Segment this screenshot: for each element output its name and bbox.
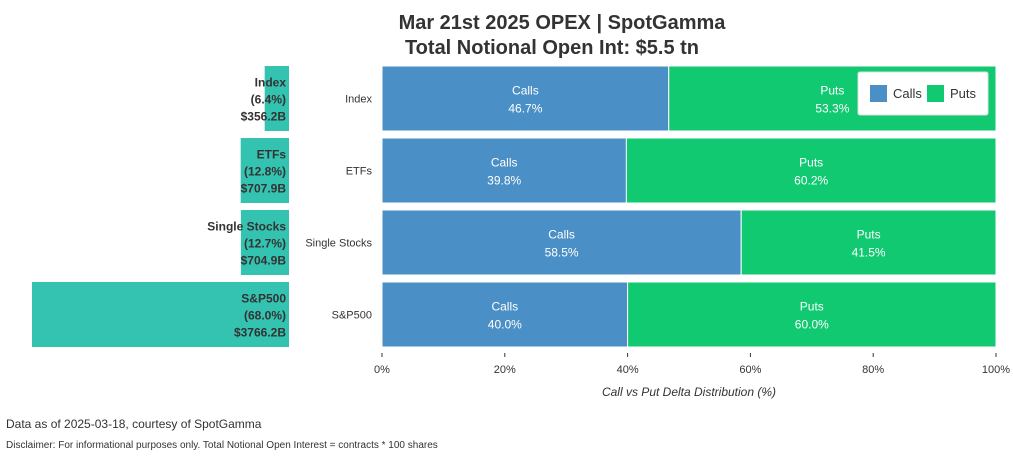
notional-category-label: Single Stocks (207, 220, 286, 234)
chart: Mar 21st 2025 OPEX | SpotGamma Total Not… (32, 12, 1010, 399)
bar-puts-3 (627, 281, 997, 348)
bar-calls-0 (381, 65, 670, 132)
bar-puts-1 (625, 137, 997, 204)
bar-calls-1 (381, 137, 627, 204)
x-tick-label: 20% (494, 364, 516, 376)
notional-share-label: (6.4%) (251, 93, 286, 107)
x-tick-label: 80% (862, 364, 884, 376)
notional-bars: Index (6.4%) $356.2B ETFs (12.8%) $707.9B Sing… (32, 66, 289, 347)
legend-swatch-puts (927, 85, 944, 102)
bar-value-label: 60.0% (795, 318, 829, 332)
notional-bar-3 (32, 282, 289, 347)
bar-value-label: 53.3% (815, 102, 849, 116)
bar-series-label: Calls (512, 84, 539, 98)
notional-share-label: (12.8%) (244, 165, 286, 179)
notional-value-label: $3766.2B (234, 326, 286, 340)
source-note: Data as of 2025-03-18, courtesy of SpotG… (6, 417, 262, 431)
bar-series-label: Calls (491, 300, 518, 314)
notional-bar-0 (264, 66, 289, 131)
bar-calls-3 (381, 281, 629, 348)
notional-value-label: $356.2B (241, 110, 287, 124)
legend-swatch-calls (870, 85, 887, 102)
notional-category-label: Index (255, 76, 287, 90)
chart-title-line1: Mar 21st 2025 OPEX | SpotGamma (399, 12, 727, 34)
legend-label: Puts (950, 86, 977, 101)
legend-box (857, 71, 989, 116)
bar-calls-2 (381, 209, 742, 276)
bar-series-label: Puts (820, 84, 844, 98)
x-axis: 0% 20% 40% 60% 80% 100% (374, 353, 1010, 376)
legend: Calls Puts (857, 71, 989, 116)
category-label: S&P500 (332, 310, 372, 322)
x-tick-label: 0% (374, 364, 390, 376)
x-tick-label: 40% (617, 364, 639, 376)
bar-series-label: Calls (548, 228, 575, 242)
category-labels: Index ETFs Single Stocks S&P500 (305, 94, 372, 322)
notional-bar-2 (240, 210, 289, 275)
x-tick-label: 60% (739, 364, 761, 376)
disclaimer-note: Disclaimer: For informational purposes o… (6, 440, 438, 451)
notional-bar-1 (240, 138, 289, 203)
bar-puts-2 (740, 209, 997, 276)
bar-series-label: Puts (857, 228, 881, 242)
x-tick-label: 100% (982, 364, 1010, 376)
bar-value-label: 58.5% (545, 246, 579, 260)
bar-value-label: 60.2% (794, 174, 828, 188)
category-label: Single Stocks (305, 238, 372, 250)
bar-series-label: Calls (491, 156, 518, 170)
notional-value-label: $704.9B (241, 254, 287, 268)
bar-series-label: Puts (799, 156, 823, 170)
notional-value-label: $707.9B (241, 182, 287, 196)
category-label: Index (345, 94, 372, 106)
bar-value-label: 46.7% (508, 102, 542, 116)
legend-label: Calls (893, 86, 922, 101)
notional-category-label: S&P500 (241, 292, 286, 306)
category-label: ETFs (346, 166, 373, 178)
chart-title-line2: Total Notional Open Int: $5.5 tn (405, 37, 699, 59)
x-axis-label: Call vs Put Delta Distribution (%) (602, 385, 776, 399)
notional-share-label: (68.0%) (244, 309, 286, 323)
bar-value-label: 41.5% (852, 246, 886, 260)
bar-series-label: Puts (800, 300, 824, 314)
notional-share-label: (12.7%) (244, 237, 286, 251)
bar-value-label: 40.0% (488, 318, 522, 332)
bar-value-label: 39.8% (487, 174, 521, 188)
notional-category-label: ETFs (257, 148, 287, 162)
